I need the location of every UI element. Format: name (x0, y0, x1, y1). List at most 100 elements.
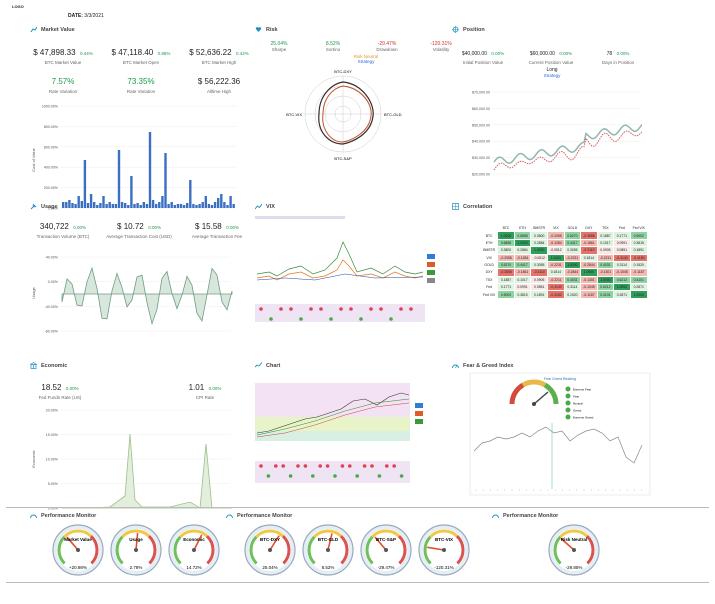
table-row: ETH 0.6858 1.0000 0.2884 -0.1284 0.4417 -0.186… (479, 238, 648, 248)
table-cell: -0.2231 (547, 260, 565, 270)
divider (6, 582, 709, 583)
tick-label: 10.00% (46, 458, 59, 462)
row-header: GOLD (479, 260, 499, 270)
metric-drawdown: -29.47% Drawdown (376, 41, 398, 52)
position-panel: Position $40,000.00 0.00% Initial Positio… (452, 26, 652, 189)
bar (83, 160, 87, 208)
table-cell: 0.3055 (563, 246, 582, 255)
table-cell: -0.2055 (547, 231, 565, 240)
gauge-label: Market Value (64, 537, 92, 542)
table-cell: -0.4140 (613, 253, 631, 262)
table-cell: 0.1887 (497, 275, 515, 285)
table-cell: -0.2211 (596, 253, 615, 262)
table-cell: 1.0000 (629, 290, 648, 299)
gauge-needle (327, 533, 333, 551)
table-cell: 0.1887 (596, 231, 615, 240)
svg-text:Extreme Fear: Extreme Fear (573, 388, 591, 392)
table-row: DXY -0.3558 -0.1861 -0.3110 0.1814 -0.2844 1.0… (479, 268, 648, 277)
performance-gauge: Risk Neutral -29.85% (548, 522, 600, 583)
table-cell: 0.3114 (613, 260, 631, 270)
gauge-needle (135, 533, 139, 551)
fear-greed-legend: Extreme Fear Fear Neutral Greed Extreme … (565, 386, 594, 420)
bar (164, 153, 167, 208)
gauge-value: +20.98% (69, 565, 87, 570)
signal-marker (279, 307, 283, 311)
column-header: DXY (580, 223, 598, 233)
table-cell: -0.3558 (580, 231, 598, 240)
metric-sharpe: 25.04% Sharpe (270, 41, 288, 52)
bar (151, 200, 155, 208)
table-cell: 1.0000 (497, 231, 515, 240)
table-cell: -0.1187 (580, 290, 598, 299)
svg-text:Greed: Greed (573, 409, 582, 413)
metric-days-in-position: 78 0.00% Days in Position (601, 51, 635, 65)
bar (111, 204, 114, 208)
y-axis-label: Economic (31, 450, 36, 468)
signal-marker (318, 464, 322, 468)
bar (117, 150, 121, 208)
bar (198, 204, 201, 208)
bar (226, 205, 229, 208)
gauge-label: Economic (183, 537, 205, 542)
tick-label: 0.00% (48, 507, 59, 511)
bar (105, 204, 108, 208)
column-header: Fed VIX (629, 223, 648, 233)
metric-transaction-fee: $ 15.58 0.00% Average Transaction Fee (191, 222, 243, 239)
bar (223, 202, 226, 208)
performance-monitor-2: Performance Monitor BTC-DXY 25.04% BTC-GLD… (226, 512, 470, 576)
gauge-needle (193, 534, 203, 551)
row-header: Fed (479, 282, 499, 292)
table-cell: 0.3114 (563, 282, 582, 292)
market-value-panel: Market Value $ 47,898.33 0.44% BTC Market… (30, 26, 252, 223)
table-cell: -0.2211 (547, 275, 565, 285)
signal-marker (389, 317, 393, 321)
performance-gauge: BTC-DXY 25.04% (244, 522, 296, 583)
bar (220, 194, 223, 208)
svg-text:Fear: Fear (573, 395, 579, 399)
vix-chart-image (255, 214, 435, 322)
bar (99, 203, 102, 208)
signal-marker (399, 307, 403, 311)
signal-marker (355, 474, 359, 478)
table-cell: 0.5002 (629, 231, 648, 240)
usage-area-chart: Usage 40.00% 0.00% -40.00% -60.00% (31, 256, 233, 334)
metric-rate-variation-2: 73.35% Rate Variation (126, 77, 156, 94)
radar-series-2 (322, 85, 372, 143)
panel-title: Risk (266, 26, 278, 33)
correlation-matrix: BTC ETH BMSTR VIX GOLD DXY TSX Fed Fed VIX BTC 1.0… (479, 223, 648, 299)
chart-panel: Chart (254, 362, 445, 493)
svg-text:Extreme Greed: Extreme Greed (573, 416, 594, 420)
panel-title: Performance Monitor (237, 512, 293, 519)
table-cell: -0.2844 (563, 268, 582, 277)
fear-greed-chart: Fear Greed Reading Extreme Fear Fear Neu… (469, 372, 651, 496)
performance-gauge: Economic 14.72% (168, 522, 220, 583)
y-axis-label: Usage (31, 286, 36, 298)
tick-label: -40.00% (45, 305, 59, 309)
radar-axis-label: BTC-VIX (286, 112, 302, 117)
table-cell: -0.1301 (580, 275, 598, 285)
tick-label: 600.00% (44, 145, 59, 149)
bar (68, 200, 71, 208)
table-cell: 0.5002 (497, 290, 515, 299)
table-cell: 0.1771 (497, 282, 515, 292)
bar (182, 205, 186, 208)
performance-gauge: BTC-VIX -120.31% (418, 522, 470, 583)
gauge-value: 25.04% (262, 565, 277, 570)
wrench-icon (30, 203, 37, 210)
row-header: BTC (479, 231, 499, 240)
panel-title: Position (463, 26, 485, 33)
bar (204, 196, 207, 208)
signal-marker (339, 307, 343, 311)
signal-marker (296, 464, 300, 468)
position-side: Long Strategy (543, 67, 561, 78)
signal-marker (379, 307, 383, 311)
bar (62, 202, 65, 208)
tick-label: $30,000.00 (472, 156, 490, 160)
tick-label: 20.00% (46, 409, 59, 413)
bar (77, 196, 80, 208)
grid-icon (452, 203, 459, 210)
divider (6, 507, 709, 508)
table-cell: 0.4417 (513, 260, 532, 270)
tick-label: -60.00% (45, 330, 59, 334)
bar (195, 205, 198, 208)
